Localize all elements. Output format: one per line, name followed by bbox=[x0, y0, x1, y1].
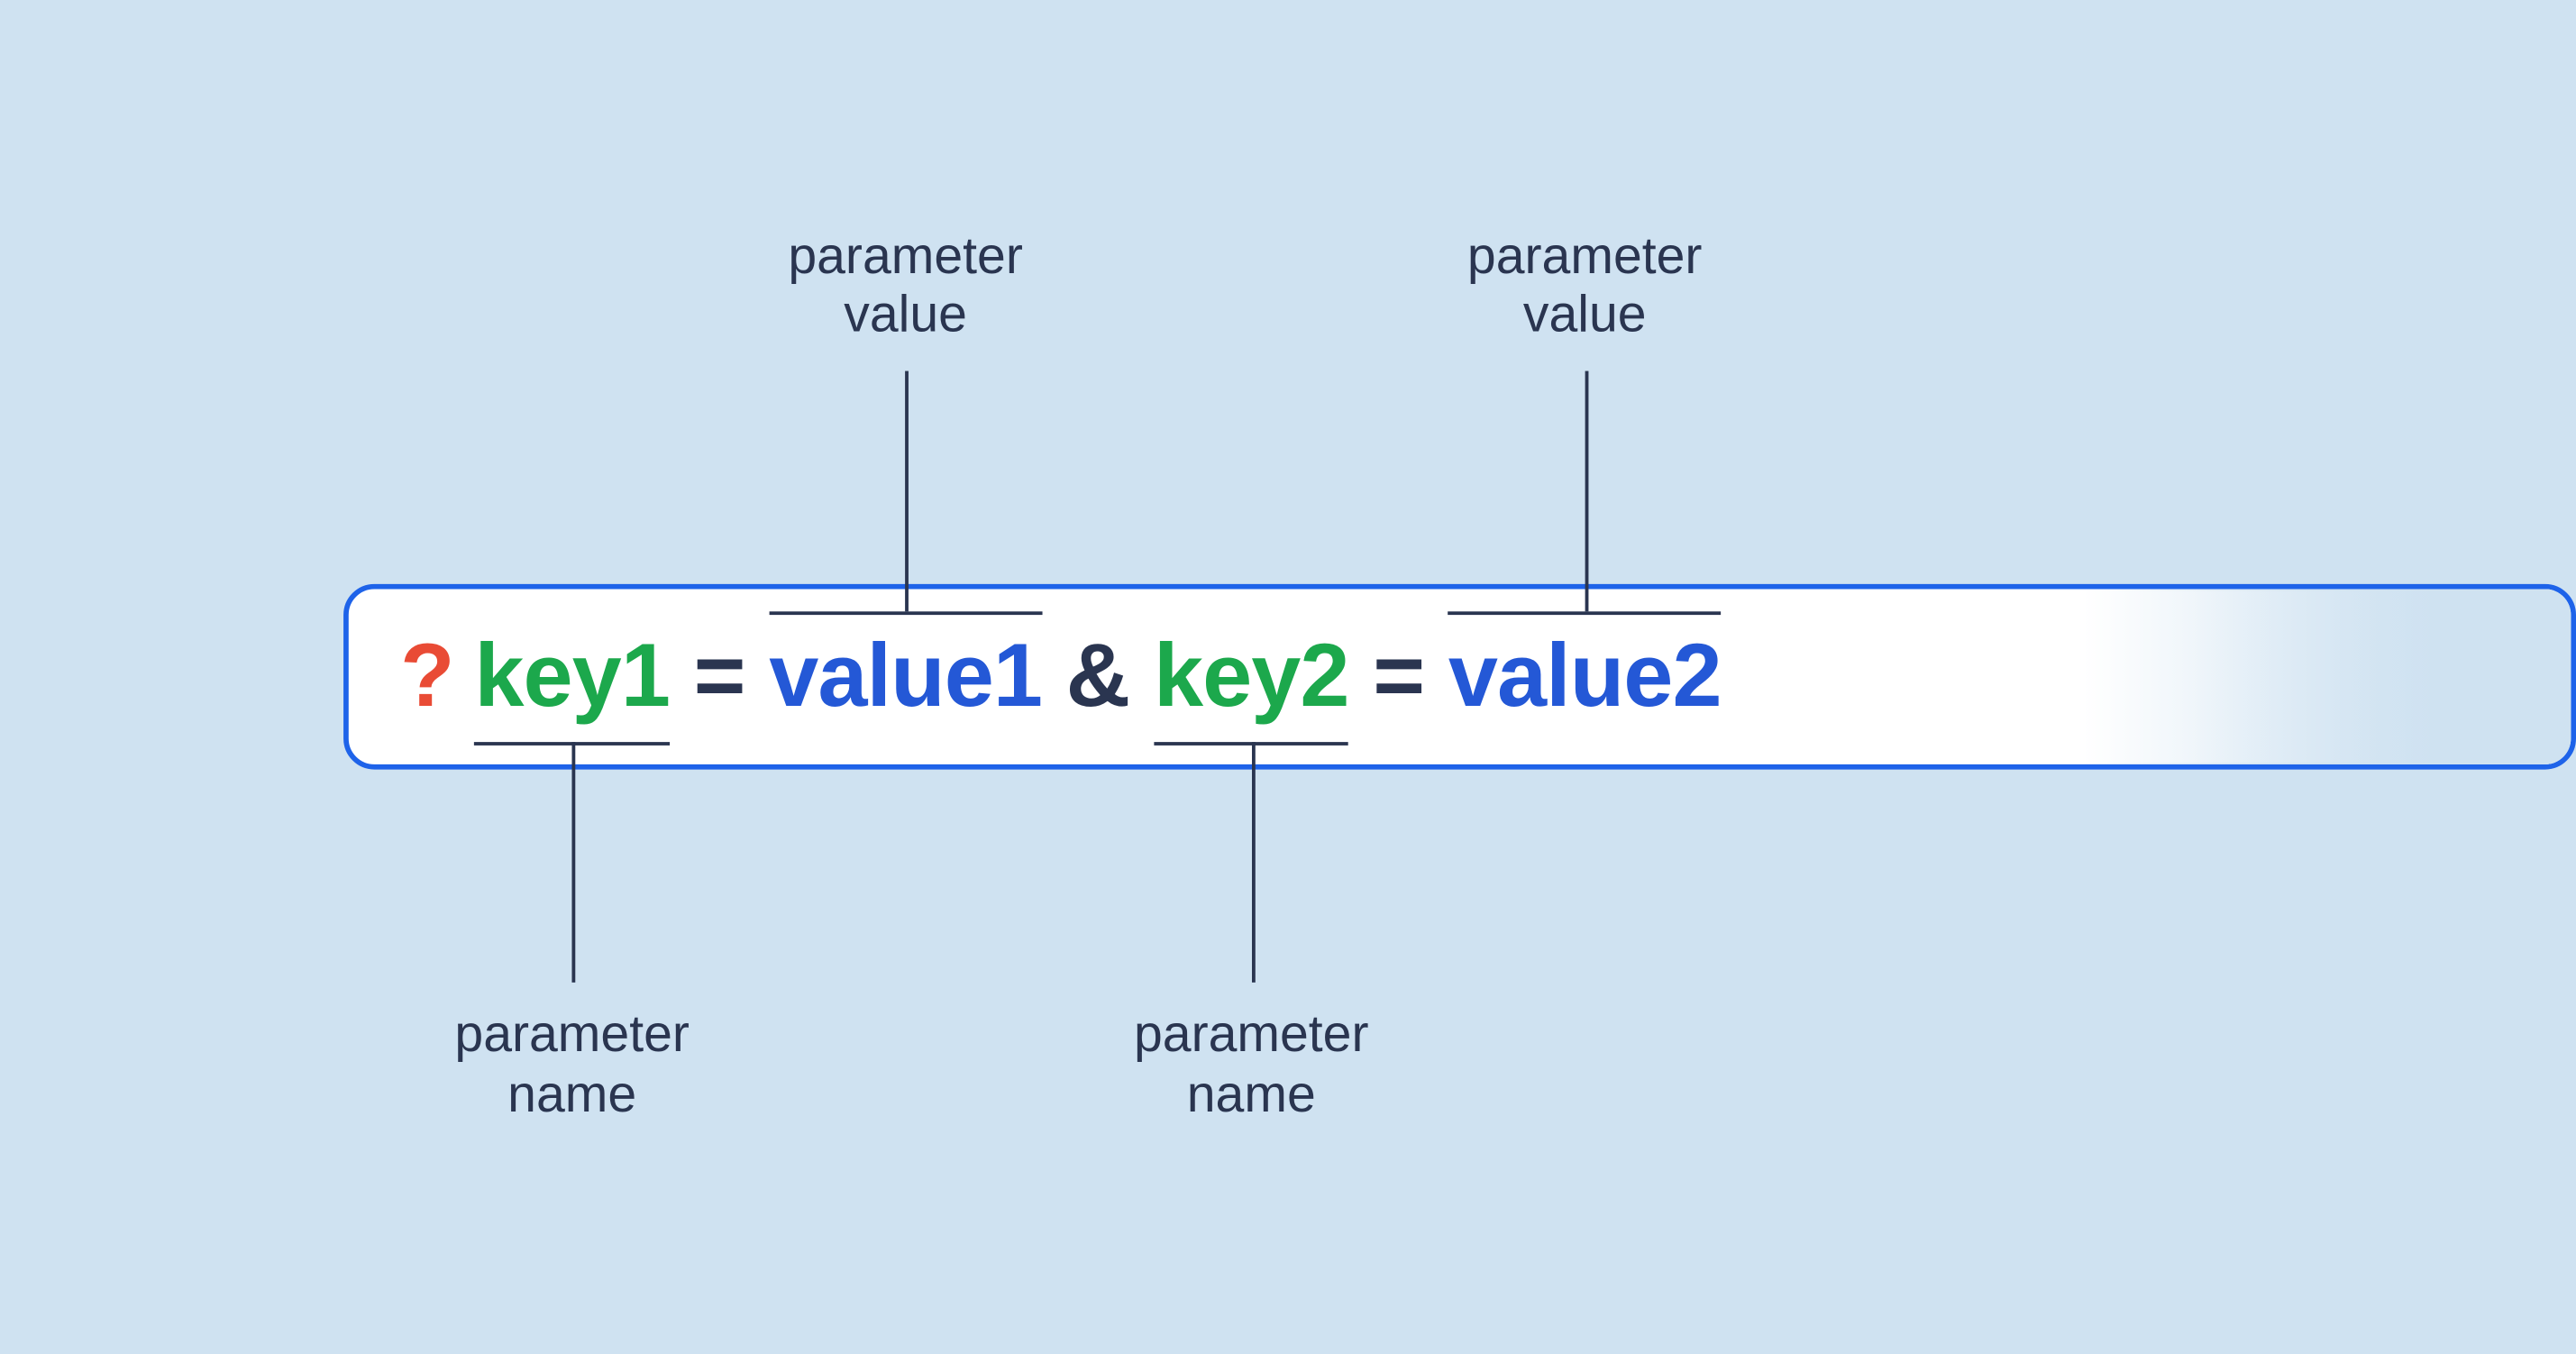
token-value1: value1 bbox=[769, 626, 1065, 728]
ann-value1-label-line1: parameter bbox=[682, 229, 1128, 288]
token-eq1: = bbox=[694, 626, 770, 728]
token-eq2: = bbox=[1373, 626, 1448, 728]
ann-key1-stem bbox=[572, 742, 576, 983]
ann-key2-label-line1: parameter bbox=[1028, 1007, 1475, 1066]
token-amp: & bbox=[1066, 626, 1154, 728]
ann-value2-stem bbox=[1585, 371, 1588, 612]
ann-value2-label-line1: parameter bbox=[1362, 229, 1808, 288]
token-key1: key1 bbox=[474, 626, 693, 728]
token-key2: key2 bbox=[1154, 626, 1373, 728]
ann-value1-stem bbox=[906, 371, 909, 612]
ann-key1-label: parametername bbox=[349, 1007, 795, 1125]
query-string-tokens: ?key1=value1&key2=value2 bbox=[400, 626, 1722, 728]
ann-value2-label: parametervalue bbox=[1362, 229, 1808, 347]
token-value2: value2 bbox=[1448, 626, 1722, 728]
pill-border-fade bbox=[2083, 584, 2576, 770]
diagram-stage: ?key1=value1&key2=value2 parametervaluep… bbox=[0, 0, 2576, 1353]
ann-value1-bracket bbox=[769, 612, 1042, 616]
ann-key2-label: parametername bbox=[1028, 1007, 1475, 1125]
ann-value1-label-line2: value bbox=[682, 288, 1128, 347]
token-qmark: ? bbox=[400, 626, 474, 728]
ann-value2-bracket bbox=[1448, 612, 1722, 616]
pill-fade-overlay bbox=[2193, 590, 2571, 764]
ann-key1-label-line2: name bbox=[349, 1066, 795, 1126]
ann-key2-label-line2: name bbox=[1028, 1066, 1475, 1126]
ann-key1-label-line1: parameter bbox=[349, 1007, 795, 1066]
ann-key2-stem bbox=[1251, 742, 1255, 983]
ann-value2-label-line2: value bbox=[1362, 288, 1808, 347]
ann-value1-label: parametervalue bbox=[682, 229, 1128, 347]
